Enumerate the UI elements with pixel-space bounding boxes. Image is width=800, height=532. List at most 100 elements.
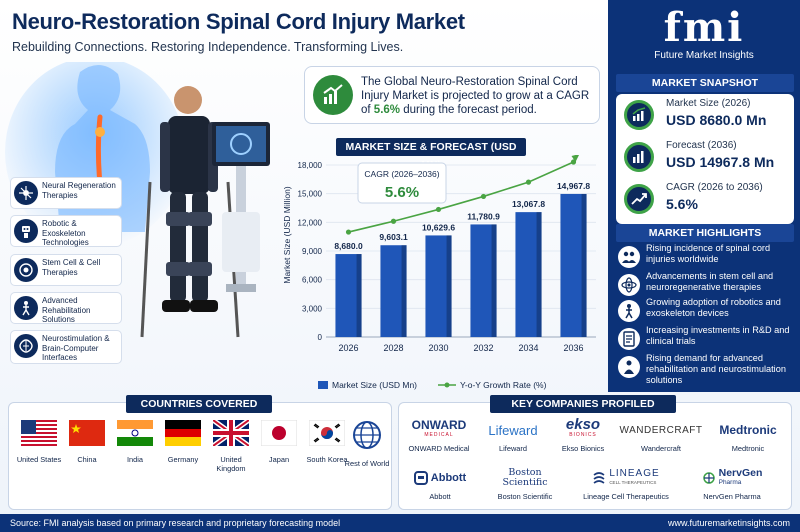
y-tick-label: 12,000 bbox=[298, 218, 323, 227]
rehab-icon bbox=[14, 296, 38, 320]
footer-url[interactable]: www.futuremarketinsights.com bbox=[667, 518, 790, 528]
growth-line-point bbox=[525, 179, 532, 185]
legend-bar-label: Market Size (USD Mn) bbox=[332, 380, 417, 390]
cagr-box-label: CAGR (2026–2036) bbox=[364, 169, 439, 179]
y-tick-label: 0 bbox=[318, 333, 323, 342]
y-tick-label: 9,000 bbox=[302, 247, 323, 256]
country-south-korea: South Korea bbox=[302, 419, 352, 464]
exoskeleton-icon bbox=[618, 300, 640, 322]
company-boston-scientific: Boston Scientific Boston Scientific bbox=[490, 466, 560, 502]
growth-line-point bbox=[345, 229, 352, 235]
callout-highlight: 5.6% bbox=[373, 104, 401, 116]
robot-icon bbox=[14, 219, 38, 243]
bar-value-label: 11,780.9 bbox=[467, 211, 500, 221]
snapshot-value: USD 14967.8 Mn bbox=[666, 154, 775, 170]
bar-value-label: 10,629.6 bbox=[422, 222, 455, 232]
growth-line bbox=[348, 161, 574, 233]
company-name: Ekso Bionics bbox=[561, 444, 605, 453]
wandercraft-logo: WANDERCRAFT bbox=[619, 424, 703, 436]
chart-legend: Market Size (USD Mn) Y-o-Y Growth Rate (… bbox=[318, 380, 547, 390]
bar-value-label: 8,680.0 bbox=[334, 241, 363, 251]
company-medtronic: Medtronic Medtronic bbox=[708, 418, 788, 453]
company-lineage: LINEAGE CELL THERAPEUTICS Lineage Cell Th… bbox=[576, 466, 676, 502]
country-name: India bbox=[126, 455, 144, 464]
abbott-logo: Abbott bbox=[404, 466, 476, 490]
country-name: United States bbox=[16, 455, 62, 464]
company-ekso-bionics: ekso BIONICS Ekso Bionics bbox=[552, 416, 614, 453]
x-tick-label: 2028 bbox=[383, 343, 403, 353]
tech-item-stem-cell: Stem Cell & Cell Therapies bbox=[10, 254, 122, 286]
legend-bar-swatch bbox=[318, 381, 328, 389]
cagr-box-value: 5.6% bbox=[385, 184, 419, 201]
trend-icon bbox=[624, 184, 654, 214]
companies-title: KEY COMPANIES PROFILED bbox=[490, 395, 676, 413]
tech-label: Neurostimulation & Brain-Computer Interf… bbox=[42, 334, 110, 362]
growth-chart-icon bbox=[624, 100, 654, 130]
bar-value-label: 9,603.1 bbox=[379, 232, 408, 242]
bar-shade bbox=[581, 193, 587, 337]
ekso-logo: ekso BIONICS bbox=[565, 416, 601, 438]
bar-shade bbox=[356, 254, 362, 337]
company-name: Lineage Cell Therapeutics bbox=[583, 492, 669, 501]
highlight-text: Increasing investments in R&D and clinic… bbox=[646, 325, 790, 346]
snapshot-value: 5.6% bbox=[666, 196, 698, 212]
footer: Source: FMI analysis based on primary re… bbox=[0, 514, 800, 532]
boston-scientific-logo: Boston Scientific bbox=[502, 467, 548, 488]
india-flag-icon bbox=[117, 420, 153, 446]
snapshot-label: Forecast (2036) bbox=[666, 140, 737, 151]
company-wandercraft: WANDERCRAFT Wandercraft bbox=[618, 418, 704, 454]
bar-chart-icon bbox=[624, 142, 654, 172]
snapshot-value: USD 8680.0 Mn bbox=[666, 112, 767, 128]
tech-item-neurostimulation: Neurostimulation & Brain-Computer Interf… bbox=[10, 330, 122, 364]
cagr-box: CAGR (2026–2036) 5.6% bbox=[357, 162, 447, 204]
x-tick-label: 2034 bbox=[518, 343, 538, 353]
tech-label: Robotic & Exoskeleton Technologies bbox=[42, 219, 89, 247]
bar-shade bbox=[401, 245, 407, 337]
growth-line-point bbox=[480, 193, 487, 200]
page-title: Neuro-Restoration Spinal Cord Injury Mar… bbox=[12, 9, 465, 34]
country-name: South Korea bbox=[306, 455, 348, 464]
us-flag-icon bbox=[21, 420, 57, 446]
company-nervgen: NervGen Pharma NervGen Pharma bbox=[684, 466, 780, 501]
y-tick-label: 6,000 bbox=[302, 276, 323, 285]
atom-icon bbox=[618, 274, 640, 296]
tech-label: Neural Regeneration Therapies bbox=[42, 181, 116, 200]
bar-shade bbox=[491, 224, 497, 337]
company-name: Wandercraft bbox=[641, 444, 681, 453]
highlight-text: Growing adoption of robotics and exoskel… bbox=[646, 297, 781, 318]
page-subtitle: Rebuilding Connections. Restoring Indepe… bbox=[12, 40, 404, 54]
tech-item-robotic-exoskeleton: Robotic & Exoskeleton Technologies bbox=[10, 215, 122, 247]
lifeward-logo: Lifeward bbox=[488, 422, 538, 438]
highlight-text: Rising incidence of spinal cord injuries… bbox=[646, 243, 771, 264]
brain-icon bbox=[14, 334, 38, 358]
growth-arrow bbox=[571, 155, 579, 162]
nervgen-logo: NervGen Pharma bbox=[684, 466, 780, 490]
country-united-states: United States bbox=[14, 420, 64, 464]
company-name: Abbott bbox=[429, 492, 451, 501]
snapshot-label: CAGR (2026 to 2036) bbox=[666, 182, 763, 193]
bar-value-label: 14,967.8 bbox=[557, 181, 590, 191]
x-tick-label: 2032 bbox=[473, 343, 493, 353]
lineage-logo: LINEAGE CELL THERAPEUTICS bbox=[576, 466, 676, 490]
company-name: ONWARD Medical bbox=[408, 444, 470, 453]
growth-chart-icon bbox=[313, 75, 353, 115]
highlights-title: MARKET HIGHLIGHTS bbox=[616, 224, 794, 242]
highlight-item: Increasing investments in R&D and clinic… bbox=[614, 325, 798, 355]
bar-value-label: 13,067.8 bbox=[512, 199, 545, 209]
company-name: NervGen Pharma bbox=[703, 492, 761, 501]
onward-logo: ONWARD MEDICAL bbox=[411, 418, 467, 438]
document-icon bbox=[618, 328, 640, 350]
snapshot-label: Market Size (2026) bbox=[666, 98, 751, 109]
y-tick-label: 18,000 bbox=[298, 161, 323, 170]
medtronic-logo: Medtronic bbox=[719, 423, 777, 437]
y-tick-label: 15,000 bbox=[298, 190, 323, 199]
highlight-item: Rising incidence of spinal cord injuries… bbox=[614, 243, 798, 273]
highlight-item: Rising demand for advanced rehabilitatio… bbox=[614, 353, 798, 385]
country-india: India bbox=[110, 420, 160, 464]
country-name: Rest of World bbox=[344, 459, 390, 468]
company-name: Lifeward bbox=[499, 444, 527, 453]
china-flag-icon bbox=[69, 420, 105, 446]
cagr-callout: The Global Neuro-Restoration Spinal Cord… bbox=[304, 66, 600, 124]
company-onward-medical: ONWARD MEDICAL ONWARD Medical bbox=[404, 418, 474, 453]
country-name: United Kingdom bbox=[216, 455, 246, 473]
